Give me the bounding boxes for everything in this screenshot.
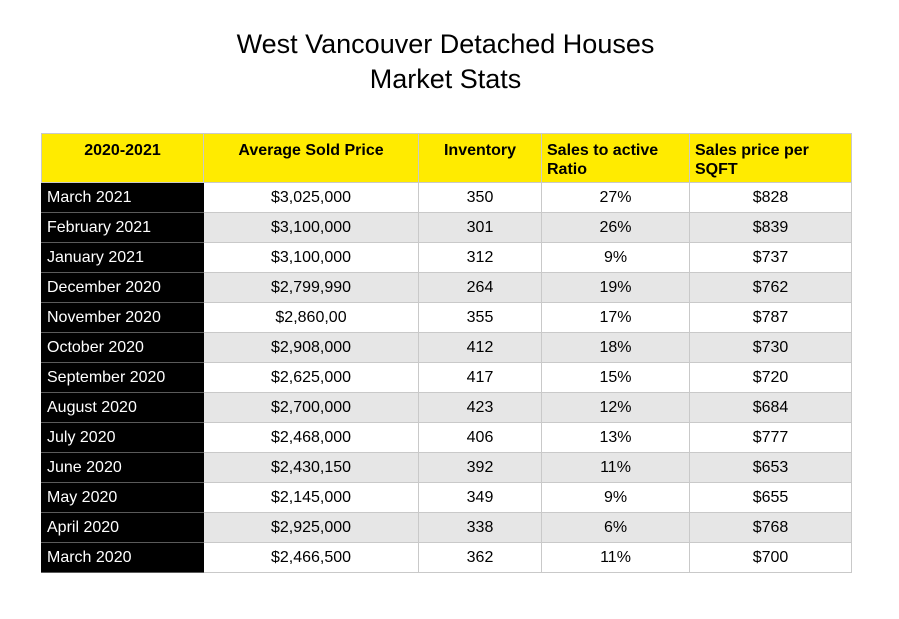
row-price-per-sqft: $839 [689, 212, 852, 243]
row-sales-ratio: 15% [541, 362, 690, 393]
row-period: December 2020 [41, 272, 204, 303]
row-sales-ratio: 6% [541, 512, 690, 543]
row-period: October 2020 [41, 332, 204, 363]
market-stats-table: 2020-2021 Average Sold Price Inventory S… [41, 133, 852, 573]
row-period: July 2020 [41, 422, 204, 453]
row-average-sold-price: $2,466,500 [203, 542, 419, 573]
table-row: April 2020 $2,925,000 338 6% $768 [41, 512, 852, 543]
row-sales-ratio: 27% [541, 182, 690, 213]
table-row: June 2020 $2,430,150 392 11% $653 [41, 452, 852, 483]
table-row: March 2020 $2,466,500 362 11% $700 [41, 542, 852, 573]
row-inventory: 417 [418, 362, 542, 393]
table-row: May 2020 $2,145,000 349 9% $655 [41, 482, 852, 513]
row-period: May 2020 [41, 482, 204, 513]
row-inventory: 406 [418, 422, 542, 453]
row-average-sold-price: $2,625,000 [203, 362, 419, 393]
row-inventory: 392 [418, 452, 542, 483]
row-price-per-sqft: $700 [689, 542, 852, 573]
row-inventory: 362 [418, 542, 542, 573]
row-inventory: 412 [418, 332, 542, 363]
row-average-sold-price: $2,430,150 [203, 452, 419, 483]
row-price-per-sqft: $787 [689, 302, 852, 333]
row-inventory: 349 [418, 482, 542, 513]
table-row: September 2020 $2,625,000 417 15% $720 [41, 362, 852, 393]
row-sales-ratio: 9% [541, 482, 690, 513]
row-inventory: 355 [418, 302, 542, 333]
row-price-per-sqft: $828 [689, 182, 852, 213]
row-inventory: 312 [418, 242, 542, 273]
row-average-sold-price: $2,799,990 [203, 272, 419, 303]
table-header-row: 2020-2021 Average Sold Price Inventory S… [41, 133, 852, 183]
row-period: April 2020 [41, 512, 204, 543]
row-sales-ratio: 9% [541, 242, 690, 273]
row-inventory: 338 [418, 512, 542, 543]
row-price-per-sqft: $730 [689, 332, 852, 363]
row-period: June 2020 [41, 452, 204, 483]
header-period: 2020-2021 [41, 133, 204, 183]
row-sales-ratio: 11% [541, 542, 690, 573]
row-price-per-sqft: $737 [689, 242, 852, 273]
row-period: March 2020 [41, 542, 204, 573]
row-average-sold-price: $2,860,00 [203, 302, 419, 333]
row-average-sold-price: $3,100,000 [203, 242, 419, 273]
row-average-sold-price: $2,700,000 [203, 392, 419, 423]
row-price-per-sqft: $655 [689, 482, 852, 513]
row-average-sold-price: $3,100,000 [203, 212, 419, 243]
header-sales-price-per-sqft: Sales price per SQFT [689, 133, 852, 183]
table-row: December 2020 $2,799,990 264 19% $762 [41, 272, 852, 303]
row-inventory: 301 [418, 212, 542, 243]
row-price-per-sqft: $777 [689, 422, 852, 453]
row-average-sold-price: $2,145,000 [203, 482, 419, 513]
row-price-per-sqft: $653 [689, 452, 852, 483]
row-sales-ratio: 18% [541, 332, 690, 363]
row-sales-ratio: 26% [541, 212, 690, 243]
header-average-sold-price: Average Sold Price [203, 133, 419, 183]
row-sales-ratio: 11% [541, 452, 690, 483]
row-sales-ratio: 17% [541, 302, 690, 333]
row-sales-ratio: 12% [541, 392, 690, 423]
page-subtitle: Market Stats [369, 64, 522, 94]
header-inventory: Inventory [418, 133, 542, 183]
row-average-sold-price: $2,925,000 [203, 512, 419, 543]
row-period: August 2020 [41, 392, 204, 423]
table-row: March 2021 $3,025,000 350 27% $828 [41, 182, 852, 213]
table-row: November 2020 $2,860,00 355 17% $787 [41, 302, 852, 333]
row-period: February 2021 [41, 212, 204, 243]
row-period: January 2021 [41, 242, 204, 273]
row-inventory: 423 [418, 392, 542, 423]
row-period: March 2021 [41, 182, 204, 213]
row-average-sold-price: $3,025,000 [203, 182, 419, 213]
row-price-per-sqft: $768 [689, 512, 852, 543]
table-row: January 2021 $3,100,000 312 9% $737 [41, 242, 852, 273]
row-average-sold-price: $2,908,000 [203, 332, 419, 363]
header-sales-to-active-ratio: Sales to active Ratio [541, 133, 690, 183]
table-row: July 2020 $2,468,000 406 13% $777 [41, 422, 852, 453]
table-row: August 2020 $2,700,000 423 12% $684 [41, 392, 852, 423]
row-average-sold-price: $2,468,000 [203, 422, 419, 453]
table-row: February 2021 $3,100,000 301 26% $839 [41, 212, 852, 243]
row-period: November 2020 [41, 302, 204, 333]
page-title: West Vancouver Detached Houses [236, 29, 655, 59]
row-inventory: 264 [418, 272, 542, 303]
row-price-per-sqft: $762 [689, 272, 852, 303]
row-price-per-sqft: $684 [689, 392, 852, 423]
table-row: October 2020 $2,908,000 412 18% $730 [41, 332, 852, 363]
row-period: September 2020 [41, 362, 204, 393]
row-sales-ratio: 13% [541, 422, 690, 453]
row-inventory: 350 [418, 182, 542, 213]
row-price-per-sqft: $720 [689, 362, 852, 393]
row-sales-ratio: 19% [541, 272, 690, 303]
